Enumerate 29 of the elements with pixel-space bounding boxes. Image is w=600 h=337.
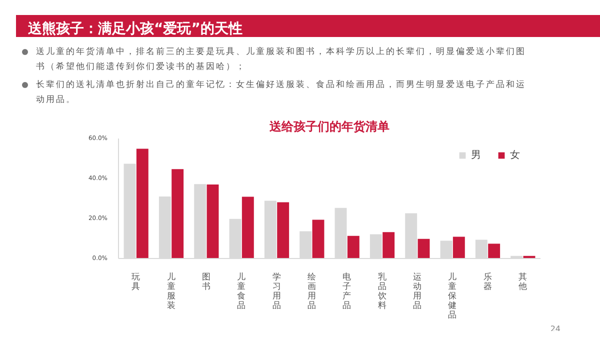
x-tick-label: 儿童保健品 xyxy=(448,272,458,320)
chart-subtitle: 送给孩子们的年货清单 xyxy=(268,120,390,134)
bar xyxy=(382,232,395,258)
text: 送儿童的年货清单中，排名前三的主要是玩具、儿童服装和图书，本科学历以上的长辈们，明显偏爱送小辈们图书（希望他们能遗传到你们爱读书的基因哈）； xyxy=(36,46,527,74)
bar xyxy=(172,169,184,258)
text: 长辈们的送礼清单也折射出自己的童年记忆：女生偏好送服装、食品和绘画用品，而男生明显爱送电子产品和运动用品。 xyxy=(36,78,527,107)
x-tick-label: 图书 xyxy=(202,272,211,292)
x-tick-label: 学习用品 xyxy=(272,272,282,311)
x-tick-label: 玩具 xyxy=(132,272,141,292)
bar xyxy=(277,202,290,258)
bar xyxy=(452,236,465,258)
x-tick-label: 儿童服装 xyxy=(166,272,176,311)
chart-title: 送熊孩子：满足小孩“爱玩”的天性 xyxy=(16,15,600,37)
bar xyxy=(242,196,254,258)
bar xyxy=(418,238,430,258)
x-tick-label: 运动用品 xyxy=(412,272,422,311)
x-tick-label: 其他 xyxy=(518,272,528,292)
bar xyxy=(347,236,360,258)
legend-label: 男 xyxy=(471,149,482,162)
x-tick-label: 电子产品 xyxy=(342,272,352,311)
x-tick-label: 乐器 xyxy=(483,272,492,292)
bar xyxy=(312,220,324,258)
bar xyxy=(206,184,219,258)
bar xyxy=(136,148,148,258)
bar xyxy=(488,244,500,258)
legend-label: 女 xyxy=(510,149,521,162)
x-tick-label: 绘画用品 xyxy=(307,272,316,311)
x-tick-label: 儿童食品 xyxy=(237,272,246,311)
x-tick-label: 乳品饮料 xyxy=(376,272,387,311)
